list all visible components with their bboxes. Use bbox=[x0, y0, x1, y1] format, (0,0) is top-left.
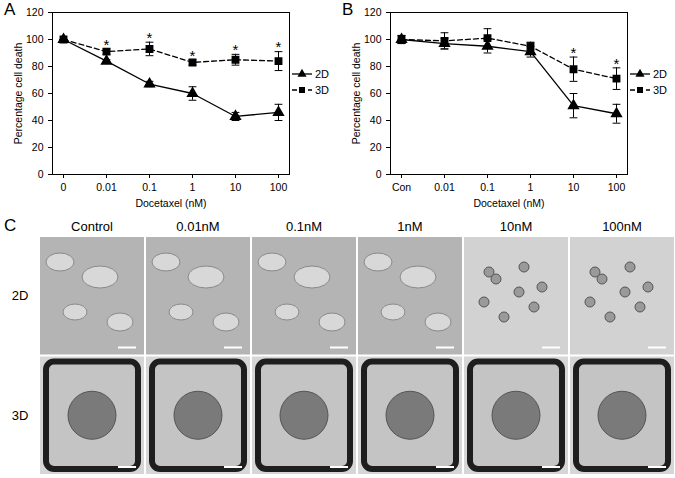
svg-text:80: 80 bbox=[32, 60, 44, 72]
svg-text:2D: 2D bbox=[12, 288, 29, 303]
svg-text:0.1: 0.1 bbox=[142, 181, 157, 193]
svg-text:40: 40 bbox=[370, 114, 382, 126]
svg-text:0.01: 0.01 bbox=[434, 181, 455, 193]
svg-text:100: 100 bbox=[26, 33, 44, 45]
html-text:A: A bbox=[4, 0, 16, 19]
html-text:3D: 3D bbox=[653, 84, 668, 96]
svg-text:3D: 3D bbox=[12, 408, 29, 423]
svg-text:40: 40 bbox=[32, 114, 44, 126]
html-text:2D: 2D bbox=[653, 68, 668, 80]
svg-text:*: * bbox=[147, 29, 153, 46]
svg-text:120: 120 bbox=[364, 6, 382, 18]
svg-text:Percentage cell death: Percentage cell death bbox=[12, 43, 24, 145]
svg-text:100nM: 100nM bbox=[602, 219, 642, 234]
svg-text:80: 80 bbox=[370, 60, 382, 72]
svg-text:Control: Control bbox=[71, 219, 113, 234]
svg-text:1nM: 1nM bbox=[397, 219, 422, 234]
html-text:3D: 3D bbox=[315, 84, 330, 96]
svg-text:*: * bbox=[614, 55, 620, 72]
svg-text:100: 100 bbox=[364, 33, 382, 45]
svg-text:10: 10 bbox=[230, 181, 242, 193]
svg-text:0: 0 bbox=[61, 181, 67, 193]
svg-text:20: 20 bbox=[32, 141, 44, 153]
svg-text:*: * bbox=[190, 47, 196, 64]
svg-text:120: 120 bbox=[26, 6, 44, 18]
svg-text:Con: Con bbox=[392, 181, 411, 193]
svg-text:60: 60 bbox=[32, 87, 44, 99]
svg-text:1: 1 bbox=[190, 181, 196, 193]
svg-text:Docetaxel (nM): Docetaxel (nM) bbox=[473, 197, 544, 209]
svg-text:*: * bbox=[233, 41, 239, 58]
svg-text:0: 0 bbox=[376, 168, 382, 180]
svg-text:1: 1 bbox=[528, 181, 534, 193]
svg-text:0.1nM: 0.1nM bbox=[286, 219, 322, 234]
svg-text:Docetaxel (nM): Docetaxel (nM) bbox=[135, 197, 206, 209]
html-text:2D: 2D bbox=[315, 68, 330, 80]
svg-text:20: 20 bbox=[370, 141, 382, 153]
svg-text:*: * bbox=[571, 44, 577, 61]
svg-text:100: 100 bbox=[608, 181, 626, 193]
svg-text:C: C bbox=[4, 216, 16, 235]
svg-text:*: * bbox=[276, 38, 282, 55]
svg-text:0: 0 bbox=[38, 168, 44, 180]
svg-text:*: * bbox=[104, 36, 110, 53]
svg-text:100: 100 bbox=[270, 181, 288, 193]
svg-text:0.01nM: 0.01nM bbox=[176, 219, 219, 234]
svg-text:60: 60 bbox=[370, 87, 382, 99]
svg-text:0.1: 0.1 bbox=[480, 181, 495, 193]
svg-text:0.01: 0.01 bbox=[96, 181, 117, 193]
svg-text:10nM: 10nM bbox=[500, 219, 533, 234]
svg-text:Percentage cell death: Percentage cell death bbox=[350, 43, 362, 145]
html-text:B: B bbox=[342, 0, 354, 19]
svg-text:10: 10 bbox=[568, 181, 580, 193]
